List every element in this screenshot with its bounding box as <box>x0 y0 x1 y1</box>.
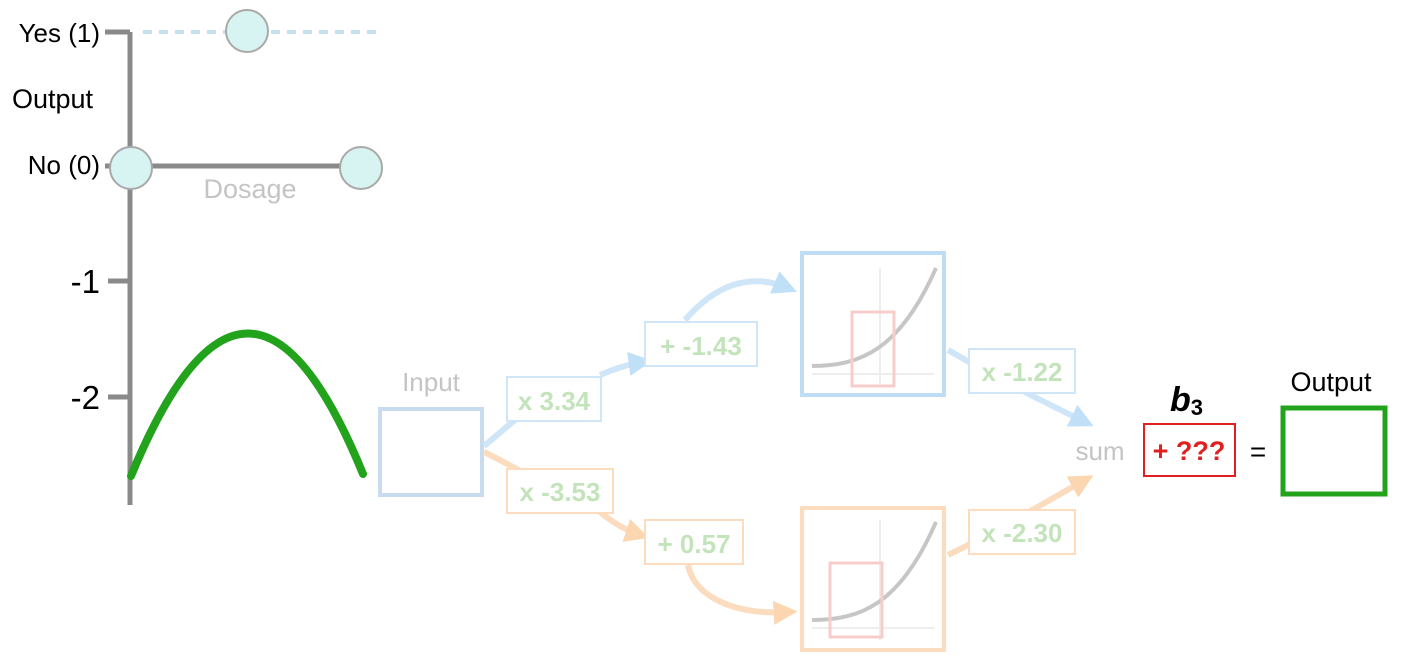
activation-top-highlight <box>850 310 896 388</box>
data-point-no-low <box>109 146 153 190</box>
y-axis-label: Output <box>12 84 94 114</box>
activation-bottom <box>800 506 946 652</box>
edge-to-activation-top <box>682 271 797 322</box>
curve-plot: -1 -2 <box>71 263 367 480</box>
bias-bottom: + 0.57 <box>657 529 730 559</box>
activation-bottom-highlight <box>828 561 884 639</box>
bias-bottom-box <box>644 519 744 565</box>
network: Input x 3.34 x -3.53 + -1.43 + 0.57 <box>378 251 1388 652</box>
weight-out-bottom-box <box>968 509 1076 555</box>
edge-to-bias-bottom <box>598 509 650 542</box>
y-tick-label-minus1: -1 <box>71 263 100 300</box>
output-box <box>1280 405 1388 497</box>
y-tick-label-minus2: -2 <box>71 379 100 416</box>
weight-bottom-box <box>506 468 614 514</box>
edge-to-bias-top <box>598 352 653 378</box>
dosage-output-plot: Yes (1) Output No (0) Dosage <box>12 9 383 505</box>
x-axis-label: Dosage <box>203 174 296 204</box>
y-tick-label-yes: Yes (1) <box>19 18 100 48</box>
final-bias-value: + ??? <box>1153 436 1226 466</box>
output-label: Output <box>1290 367 1372 397</box>
data-point-no-high <box>339 146 383 190</box>
weight-top-box <box>506 376 602 422</box>
bias-top-box <box>644 321 758 367</box>
sum-label: sum <box>1075 436 1124 466</box>
activation-top <box>800 251 946 397</box>
equals-sign: = <box>1250 436 1266 467</box>
weight-out-top-box <box>968 348 1076 394</box>
final-bias-box <box>1143 423 1236 477</box>
y-tick-label-no: No (0) <box>28 150 100 180</box>
bias-symbol: b3 <box>1170 381 1203 420</box>
data-point-yes <box>225 9 269 53</box>
output-curve <box>127 329 367 480</box>
edge-to-activation-bottom <box>685 564 798 625</box>
input-label: Input <box>402 367 461 397</box>
weight-top: x 3.34 <box>518 386 591 416</box>
weight-out-top: x -1.22 <box>982 357 1063 387</box>
weight-out-bottom: x -2.30 <box>982 518 1063 548</box>
bias-top: + -1.43 <box>660 331 742 361</box>
weight-bottom: x -3.53 <box>520 477 601 507</box>
input-box <box>378 407 484 497</box>
